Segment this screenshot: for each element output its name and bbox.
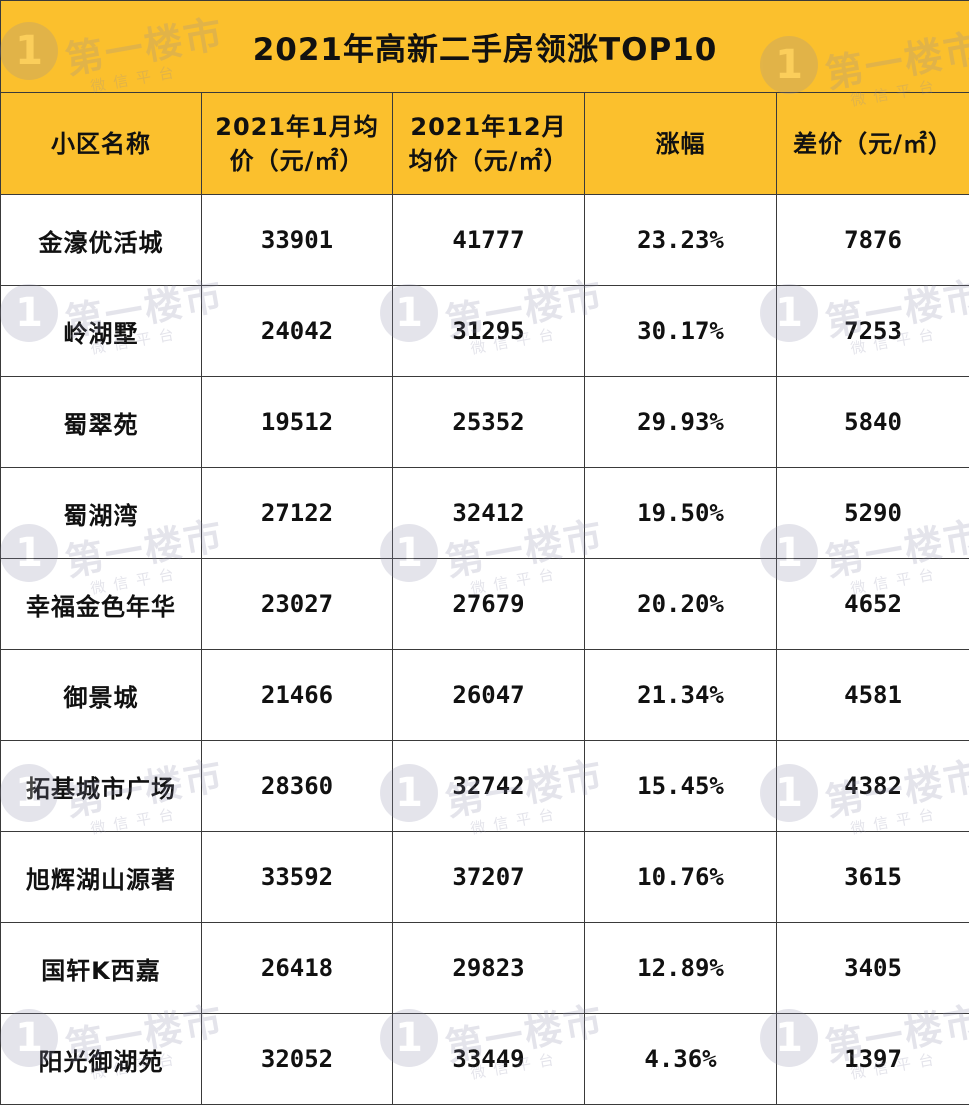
- table-title: 2021年高新二手房领涨TOP10: [1, 1, 969, 93]
- cell-rise: 30.17%: [585, 286, 777, 377]
- cell-rise: 4.36%: [585, 1014, 777, 1105]
- cell-name: 金濠优活城: [1, 195, 202, 286]
- title-row: 2021年高新二手房领涨TOP10: [1, 1, 969, 93]
- cell-jan-price: 19512: [202, 377, 393, 468]
- cell-name: 岭湖墅: [1, 286, 202, 377]
- cell-name: 阳光御湖苑: [1, 1014, 202, 1105]
- column-header-rise: 涨幅: [585, 93, 777, 195]
- cell-diff: 4382: [777, 741, 969, 832]
- cell-diff: 3615: [777, 832, 969, 923]
- cell-diff: 7876: [777, 195, 969, 286]
- cell-rise: 10.76%: [585, 832, 777, 923]
- cell-dec-price: 31295: [393, 286, 585, 377]
- cell-dec-price: 29823: [393, 923, 585, 1014]
- cell-rise: 29.93%: [585, 377, 777, 468]
- cell-rise: 21.34%: [585, 650, 777, 741]
- cell-name: 国轩K西嘉: [1, 923, 202, 1014]
- cell-name: 幸福金色年华: [1, 559, 202, 650]
- cell-jan-price: 28360: [202, 741, 393, 832]
- column-header-name: 小区名称: [1, 93, 202, 195]
- cell-diff: 3405: [777, 923, 969, 1014]
- cell-dec-price: 37207: [393, 832, 585, 923]
- cell-jan-price: 26418: [202, 923, 393, 1014]
- cell-dec-price: 26047: [393, 650, 585, 741]
- cell-dec-price: 33449: [393, 1014, 585, 1105]
- cell-name: 拓基城市广场: [1, 741, 202, 832]
- cell-name: 蜀翠苑: [1, 377, 202, 468]
- cell-rise: 19.50%: [585, 468, 777, 559]
- cell-jan-price: 24042: [202, 286, 393, 377]
- header-row: 小区名称 2021年1月均价（元/㎡） 2021年12月均价（元/㎡） 涨幅 差…: [1, 93, 969, 195]
- cell-dec-price: 32412: [393, 468, 585, 559]
- cell-rise: 23.23%: [585, 195, 777, 286]
- cell-jan-price: 27122: [202, 468, 393, 559]
- cell-jan-price: 33592: [202, 832, 393, 923]
- cell-jan-price: 32052: [202, 1014, 393, 1105]
- cell-jan-price: 21466: [202, 650, 393, 741]
- cell-dec-price: 32742: [393, 741, 585, 832]
- cell-dec-price: 27679: [393, 559, 585, 650]
- cell-dec-price: 25352: [393, 377, 585, 468]
- cell-rise: 15.45%: [585, 741, 777, 832]
- cell-diff: 4652: [777, 559, 969, 650]
- cell-rise: 12.89%: [585, 923, 777, 1014]
- column-header-jan-price: 2021年1月均价（元/㎡）: [202, 93, 393, 195]
- cell-jan-price: 23027: [202, 559, 393, 650]
- cell-jan-price: 33901: [202, 195, 393, 286]
- cell-name: 御景城: [1, 650, 202, 741]
- cell-name: 蜀湖湾: [1, 468, 202, 559]
- cell-diff: 5840: [777, 377, 969, 468]
- cell-dec-price: 41777: [393, 195, 585, 286]
- cell-diff: 5290: [777, 468, 969, 559]
- column-header-dec-price: 2021年12月均价（元/㎡）: [393, 93, 585, 195]
- column-header-diff: 差价（元/㎡）: [777, 93, 969, 195]
- cell-rise: 20.20%: [585, 559, 777, 650]
- cell-diff: 1397: [777, 1014, 969, 1105]
- cell-diff: 7253: [777, 286, 969, 377]
- cell-name: 旭辉湖山源著: [1, 832, 202, 923]
- cell-diff: 4581: [777, 650, 969, 741]
